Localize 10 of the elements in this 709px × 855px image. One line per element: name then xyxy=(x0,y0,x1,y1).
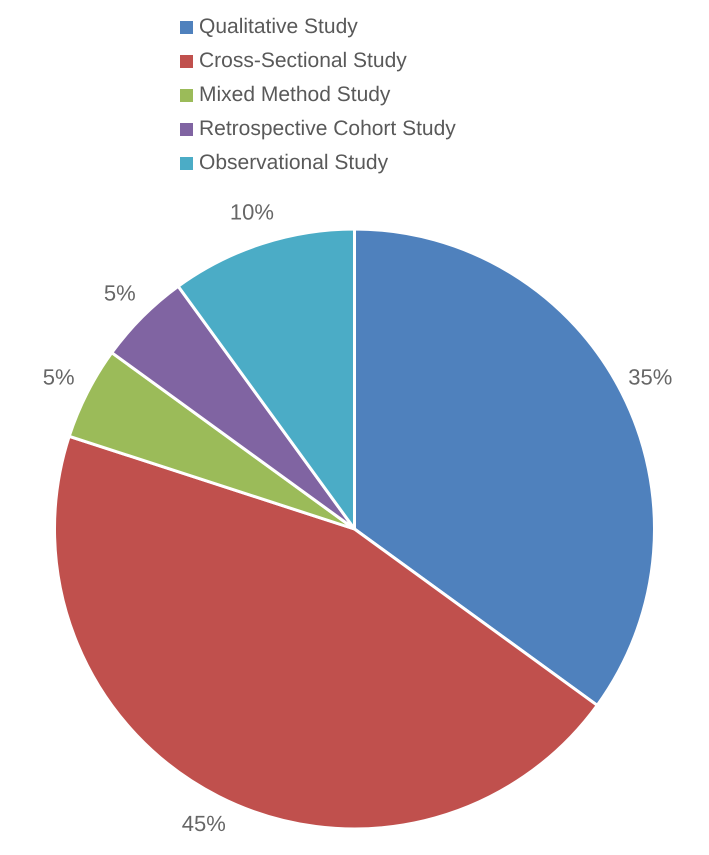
data-label: 5% xyxy=(42,364,75,390)
data-label: 5% xyxy=(104,280,136,306)
data-label: 10% xyxy=(230,199,274,224)
legend-label: Mixed Method Study xyxy=(199,83,390,107)
legend-label: Retrospective Cohort Study xyxy=(199,117,456,141)
data-label: 35% xyxy=(628,364,672,390)
data-label: 45% xyxy=(182,810,226,836)
legend-label: Cross-Sectional Study xyxy=(199,49,407,73)
legend-label: Observational Study xyxy=(199,151,388,175)
legend-label: Qualitative Study xyxy=(199,15,358,39)
